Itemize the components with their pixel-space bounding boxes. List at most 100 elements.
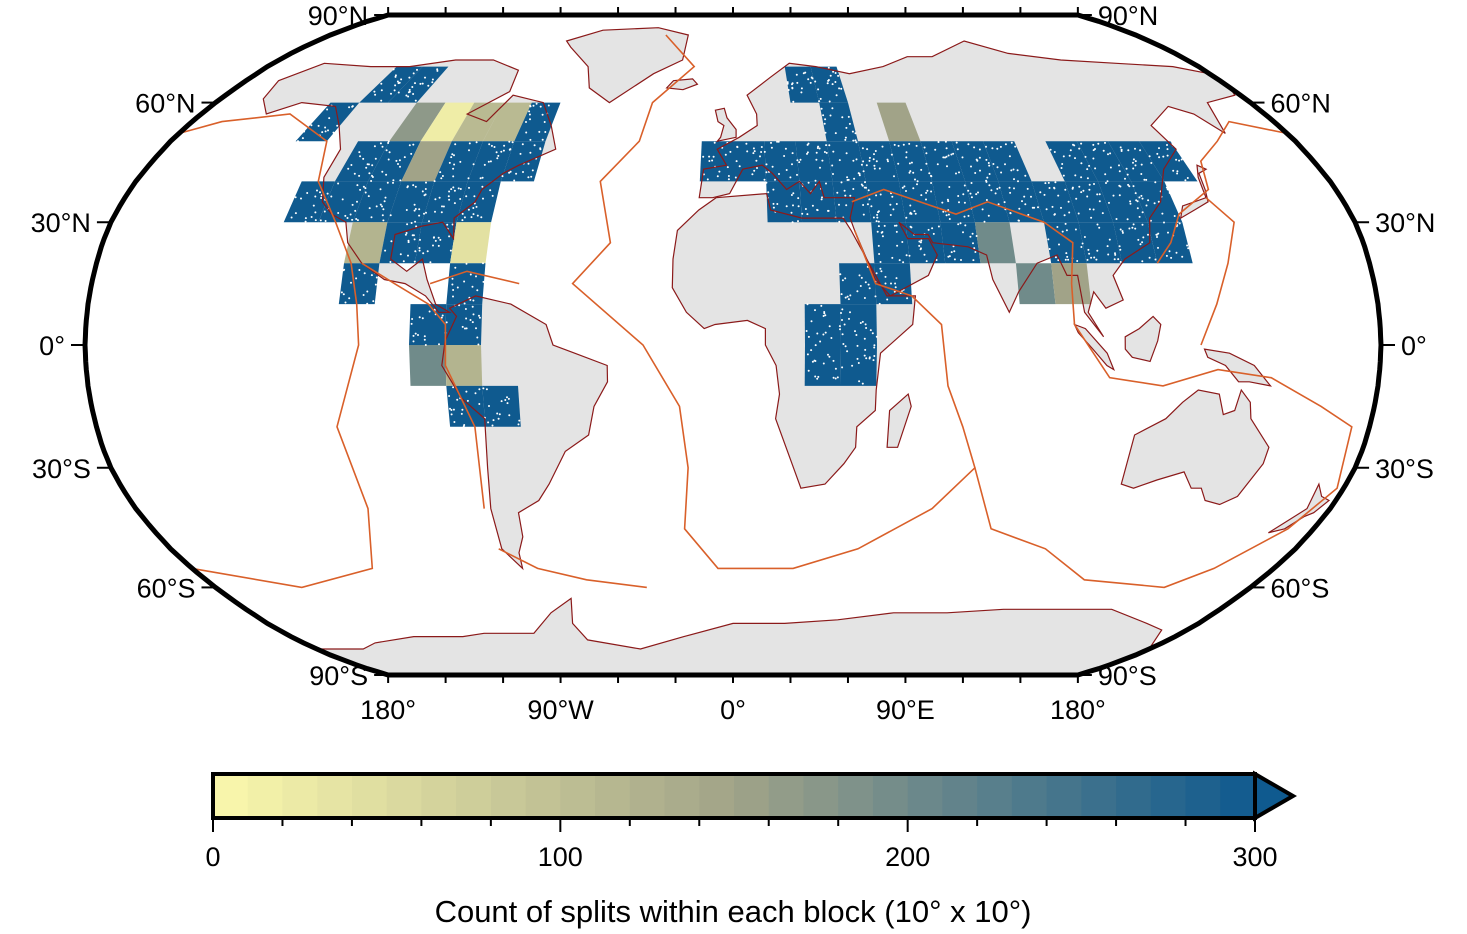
split-point — [1134, 192, 1137, 195]
split-point — [362, 294, 365, 296]
split-point — [452, 295, 454, 298]
split-point — [869, 329, 872, 332]
split-point — [475, 205, 478, 208]
split-point — [1106, 180, 1109, 183]
split-point — [471, 285, 474, 288]
split-point — [1078, 185, 1081, 188]
split-point — [874, 295, 877, 298]
split-point — [1165, 186, 1168, 189]
split-point — [1075, 197, 1078, 200]
split-point — [1147, 199, 1150, 202]
split-point — [1119, 146, 1122, 149]
split-point — [1009, 191, 1012, 194]
split-point — [1049, 148, 1052, 151]
split-point — [511, 141, 514, 144]
split-point — [1118, 194, 1121, 197]
split-point — [1119, 248, 1122, 251]
plate-boundary-5 — [498, 548, 647, 589]
split-point — [489, 189, 492, 192]
split-point — [538, 130, 541, 133]
split-point — [962, 193, 965, 196]
split-point — [1176, 172, 1179, 175]
split-point — [975, 235, 978, 237]
split-point — [412, 334, 415, 337]
colorbar-swatch — [247, 774, 284, 818]
split-point — [834, 72, 837, 74]
split-point — [1024, 203, 1027, 206]
split-point — [1145, 178, 1148, 181]
split-point — [1096, 193, 1099, 196]
split-point — [330, 195, 333, 198]
split-point — [841, 333, 844, 336]
split-point — [1155, 233, 1158, 236]
split-point — [422, 252, 425, 255]
split-point — [1172, 169, 1175, 172]
block-80-10 — [1015, 263, 1056, 305]
split-point — [845, 126, 848, 129]
split-point — [890, 282, 892, 285]
split-point — [914, 212, 917, 215]
split-point — [301, 137, 304, 140]
split-point — [370, 180, 373, 182]
split-point — [367, 195, 370, 198]
split-point — [464, 327, 466, 330]
split-point — [412, 234, 415, 237]
split-point — [1053, 186, 1056, 189]
split-point — [385, 173, 388, 176]
split-point — [398, 159, 401, 162]
split-point — [975, 193, 978, 196]
split-point — [428, 220, 430, 223]
split-point — [883, 224, 886, 227]
split-point — [1090, 256, 1093, 259]
split-point — [530, 175, 533, 178]
split-point — [937, 141, 940, 143]
split-point — [988, 184, 991, 187]
split-point — [373, 90, 376, 93]
split-point — [459, 198, 462, 200]
split-point — [860, 163, 863, 166]
split-point — [867, 283, 870, 286]
split-point — [859, 322, 862, 324]
split-point — [797, 220, 799, 223]
split-point — [868, 156, 871, 159]
split-point — [509, 170, 512, 173]
split-point — [855, 158, 858, 161]
split-point — [1141, 260, 1144, 263]
split-point — [841, 279, 844, 282]
block--90-20 — [414, 222, 457, 264]
split-point — [384, 249, 387, 252]
split-point — [887, 160, 889, 163]
split-point — [817, 88, 820, 91]
split-point — [875, 194, 878, 197]
split-point — [835, 94, 838, 97]
split-point — [925, 198, 927, 201]
split-point — [834, 81, 837, 83]
split-point — [413, 260, 416, 263]
split-point — [456, 398, 459, 401]
split-point — [453, 154, 455, 157]
split-point — [863, 297, 866, 299]
split-point — [1170, 256, 1173, 259]
split-point — [386, 181, 389, 184]
split-point — [500, 400, 503, 403]
split-point — [716, 175, 719, 178]
lat-label-right: 0° — [1401, 331, 1427, 361]
colorbar-swatch — [1046, 774, 1082, 818]
split-point — [908, 162, 911, 165]
split-point — [358, 151, 361, 154]
split-point — [300, 197, 302, 200]
split-point — [772, 202, 775, 205]
split-point — [906, 297, 909, 300]
split-point — [981, 208, 984, 211]
split-point — [1166, 154, 1169, 157]
split-point — [1060, 206, 1062, 209]
split-point — [408, 88, 411, 91]
lat-label-right: 90°S — [1098, 661, 1157, 691]
landmass-borneo — [1125, 316, 1161, 362]
lat-label-left: 30°N — [31, 208, 91, 238]
split-point — [437, 244, 440, 247]
split-point — [816, 209, 819, 212]
block-40-40 — [858, 141, 899, 182]
split-point — [898, 259, 901, 262]
split-point — [985, 145, 987, 148]
